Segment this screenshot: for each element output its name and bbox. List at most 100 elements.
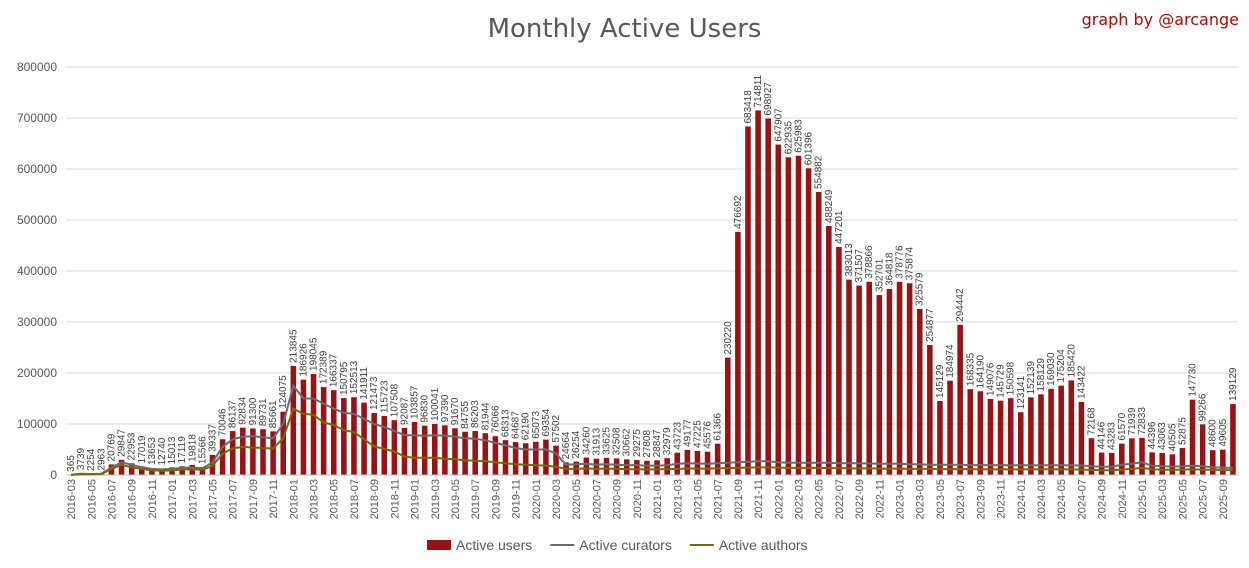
- data-label: 325579: [915, 272, 926, 306]
- bar: [128, 463, 135, 475]
- data-label: 99266: [1198, 393, 1209, 421]
- data-label: 30662: [622, 428, 633, 456]
- data-label: 123141: [1016, 375, 1027, 409]
- data-label: 76066: [490, 405, 501, 433]
- data-label: 166337: [329, 353, 340, 387]
- x-tick-label: 2016-05: [86, 479, 98, 519]
- data-label: 115723: [379, 380, 390, 413]
- data-label: 47225: [693, 420, 704, 448]
- y-tick-label: 400000: [17, 264, 57, 278]
- bar: [583, 457, 590, 475]
- bar: [977, 391, 984, 475]
- bar: [1058, 385, 1064, 475]
- x-tick-label: 2025-03: [1157, 479, 1169, 519]
- data-label: 139129: [1228, 367, 1239, 401]
- bar: [613, 458, 620, 475]
- x-tick-label: 2018-07: [349, 479, 361, 519]
- legend-item-authors: Active authors: [689, 537, 808, 553]
- bar: [724, 357, 731, 475]
- data-label: 84755: [460, 401, 471, 429]
- legend-item-curators: Active curators: [550, 537, 672, 553]
- chart-title: Monthly Active Users: [487, 14, 762, 44]
- bar: [906, 283, 913, 475]
- x-tick-label: 2023-01: [895, 479, 907, 519]
- data-label: 145129: [935, 364, 946, 398]
- data-label: 17119: [177, 436, 188, 464]
- data-label: 147730: [1187, 363, 1198, 397]
- y-tick-label: 100000: [17, 417, 57, 431]
- x-tick-label: 2017-11: [268, 479, 280, 519]
- data-label: 27808: [642, 430, 653, 458]
- bar: [866, 281, 873, 475]
- bar: [1209, 450, 1216, 475]
- x-tick-label: 2021-07: [713, 479, 725, 519]
- legend-label: Active users: [456, 537, 532, 553]
- x-tick-label: 2022-01: [773, 479, 785, 519]
- legend-label: Active authors: [719, 537, 808, 553]
- bar: [1038, 394, 1044, 475]
- bar: [1189, 399, 1196, 475]
- bar: [1007, 398, 1014, 475]
- data-label: 15566: [197, 436, 208, 464]
- x-tick-label: 2025-05: [1177, 479, 1189, 519]
- data-label: 158129: [1036, 358, 1047, 392]
- bar: [623, 459, 630, 475]
- data-label: 169030: [1046, 352, 1057, 386]
- x-tick-label: 2016-11: [147, 479, 159, 519]
- data-label: 375874: [905, 246, 916, 280]
- bar: [735, 231, 741, 475]
- legend-item-users: Active users: [427, 537, 532, 553]
- x-tick-label: 2022-03: [794, 479, 806, 519]
- data-label: 68313: [500, 409, 511, 437]
- credit-label: graph by @arcange: [1081, 10, 1239, 29]
- bar: [745, 126, 751, 475]
- data-label: 352701: [874, 258, 885, 292]
- bar: [512, 442, 519, 475]
- bar: [775, 144, 782, 475]
- bar: [240, 427, 246, 475]
- data-label: 62190: [521, 412, 532, 440]
- x-tick-label: 2022-11: [874, 479, 886, 519]
- data-label: 103857: [410, 385, 421, 419]
- y-tick-label: 500000: [17, 213, 57, 227]
- bar: [785, 157, 792, 475]
- data-label: 22953: [127, 432, 138, 460]
- data-label: 622935: [783, 120, 794, 154]
- x-tick-label: 2019-07: [470, 479, 482, 519]
- bar: [603, 457, 610, 475]
- data-label: 15013: [167, 436, 178, 464]
- x-tick-label: 2018-09: [369, 479, 381, 519]
- bar: [1139, 437, 1145, 475]
- data-label: 86203: [470, 400, 481, 428]
- data-label: 230220: [723, 321, 734, 355]
- data-label: 49177: [682, 419, 693, 447]
- data-label: 121473: [369, 376, 380, 410]
- x-tick-label: 2017-05: [208, 479, 220, 519]
- data-label: 150598: [1006, 361, 1017, 395]
- x-tick-label: 2023-05: [935, 479, 947, 519]
- bar: [260, 429, 266, 475]
- x-tick-label: 2018-05: [329, 479, 341, 519]
- legend-label: Active curators: [579, 537, 672, 553]
- data-label: 61366: [713, 412, 724, 440]
- data-label: 34260: [581, 426, 592, 454]
- bar: [947, 380, 953, 475]
- data-label: 72833: [1137, 407, 1148, 435]
- data-label: 39337: [208, 424, 219, 452]
- x-tick-label: 2018-03: [309, 479, 321, 519]
- data-label: 2254: [86, 448, 97, 471]
- data-label: 107508: [389, 383, 400, 417]
- data-label: 65073: [531, 411, 542, 439]
- data-label: 89731: [258, 398, 269, 426]
- data-label: 32979: [662, 427, 673, 455]
- bar: [815, 192, 822, 475]
- data-label: 81944: [480, 402, 491, 430]
- data-label: 64687: [511, 411, 522, 439]
- y-tick-label: 300000: [17, 315, 57, 329]
- bar: [543, 439, 549, 475]
- x-tick-label: 2019-09: [490, 479, 502, 519]
- x-tick-label: 2019-11: [511, 479, 523, 519]
- data-label: 92834: [238, 396, 249, 424]
